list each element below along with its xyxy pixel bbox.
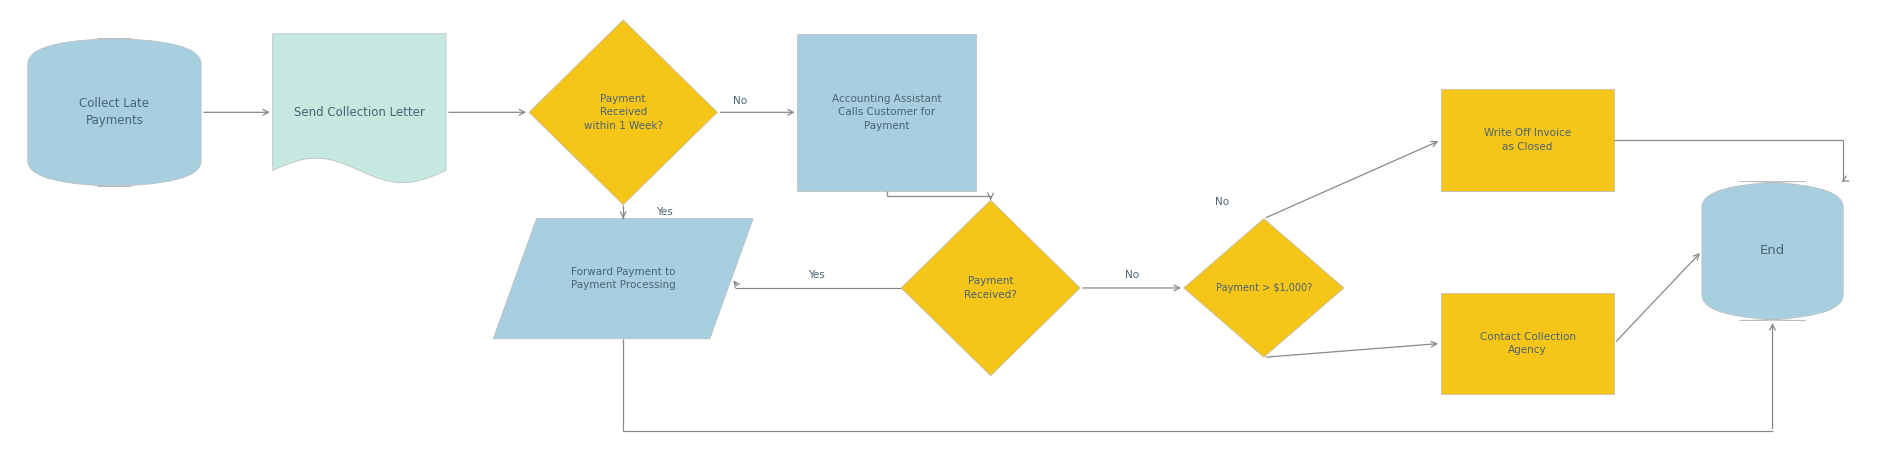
Text: No: No (1125, 270, 1140, 280)
Text: End: End (1761, 245, 1785, 258)
Polygon shape (1183, 219, 1344, 357)
FancyBboxPatch shape (28, 39, 202, 186)
Text: Collect Late
Payments: Collect Late Payments (79, 97, 149, 127)
Text: Contact Collection
Agency: Contact Collection Agency (1479, 332, 1576, 355)
Text: Send Collection Letter: Send Collection Letter (294, 106, 425, 119)
Polygon shape (274, 34, 445, 183)
Text: Payment
Received
within 1 Week?: Payment Received within 1 Week? (583, 94, 662, 131)
Polygon shape (902, 200, 1079, 376)
Polygon shape (528, 20, 717, 205)
Bar (1442, 89, 1613, 191)
Text: No: No (732, 96, 747, 106)
Text: No: No (1215, 198, 1230, 207)
Text: Payment
Received?: Payment Received? (964, 276, 1017, 299)
Text: Forward Payment to
Payment Processing: Forward Payment to Payment Processing (570, 267, 676, 290)
Text: Payment > $1,000?: Payment > $1,000? (1215, 283, 1311, 293)
Text: Write Off Invoice
as Closed: Write Off Invoice as Closed (1483, 128, 1572, 152)
Text: Yes: Yes (657, 207, 674, 217)
Text: Yes: Yes (808, 270, 825, 280)
FancyBboxPatch shape (1702, 182, 1844, 320)
Text: Accounting Assistant
Calls Customer for
Payment: Accounting Assistant Calls Customer for … (832, 94, 942, 131)
Bar (798, 34, 976, 191)
Polygon shape (493, 219, 753, 339)
Bar (1442, 292, 1613, 394)
